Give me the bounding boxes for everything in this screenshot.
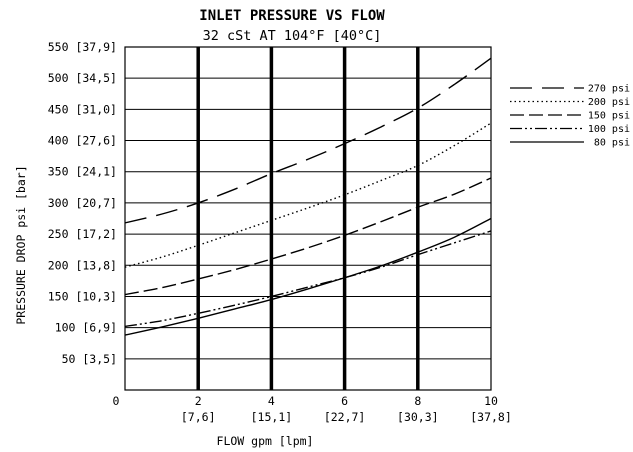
series-line bbox=[124, 177, 492, 296]
series-line bbox=[124, 57, 492, 224]
y-axis-ticks: 50 [3,5] 100 [6,9] 150 [10,3] 200 [13,8] 250… bbox=[48, 40, 117, 366]
x-tick-label: 0 bbox=[113, 394, 120, 408]
x-tick-label: 2 bbox=[195, 394, 202, 408]
x-tick-sublabel: [30,3] bbox=[397, 410, 439, 424]
chart-subtitle: 32 cSt AT 104°F [40°C] bbox=[203, 28, 382, 44]
x-axis-label: FLOW gpm [lpm] bbox=[217, 434, 314, 448]
y-tick-label: 450 [31,0] bbox=[48, 102, 117, 116]
legend-label: 270 psi bbox=[588, 84, 630, 95]
y-tick-label: 50 [3,5] bbox=[62, 352, 117, 366]
y-tick-label: 300 [20,7] bbox=[48, 196, 117, 210]
x-tick-sublabel: [37,8] bbox=[470, 410, 512, 424]
y-tick-label: 200 [13,8] bbox=[48, 258, 117, 272]
plot-frame bbox=[124, 46, 492, 391]
y-tick-label: 100 [6,9] bbox=[55, 321, 117, 335]
y-axis-label: PRESSURE DROP psi [bar] bbox=[14, 165, 28, 324]
legend-label: 100 psi bbox=[588, 124, 630, 135]
series-line bbox=[124, 217, 492, 336]
legend-label: 80 psi bbox=[594, 138, 630, 149]
legend-label: 150 psi bbox=[588, 111, 630, 122]
chart-title: INLET PRESSURE VS FLOW bbox=[199, 8, 385, 24]
x-tick-label: 8 bbox=[414, 394, 421, 408]
x-tick-sublabel: [7,6] bbox=[181, 410, 216, 424]
grid bbox=[124, 46, 492, 391]
y-tick-label: 150 [10,3] bbox=[48, 289, 117, 303]
x-axis-ticks: 0 2 [7,6] 4 [15,1] 6 [22,7] 8 [30,3] 10 [37,8] bbox=[113, 394, 512, 424]
legend: 270 psi 200 psi 150 psi 100 psi 80 psi bbox=[510, 84, 630, 149]
y-tick-label: 400 [27,6] bbox=[48, 134, 117, 148]
y-tick-label: 350 [24,1] bbox=[48, 165, 117, 179]
x-tick-label: 4 bbox=[268, 394, 275, 408]
series-lines bbox=[124, 57, 492, 336]
y-tick-label: 250 [17,2] bbox=[48, 227, 117, 241]
x-tick-sublabel: [22,7] bbox=[324, 410, 366, 424]
x-tick-label: 10 bbox=[484, 394, 498, 408]
legend-label: 200 psi bbox=[588, 97, 630, 108]
y-tick-label: 500 [34,5] bbox=[48, 71, 117, 85]
x-tick-sublabel: [15,1] bbox=[251, 410, 293, 424]
x-tick-label: 6 bbox=[341, 394, 348, 408]
y-tick-label: 550 [37,9] bbox=[48, 40, 117, 54]
